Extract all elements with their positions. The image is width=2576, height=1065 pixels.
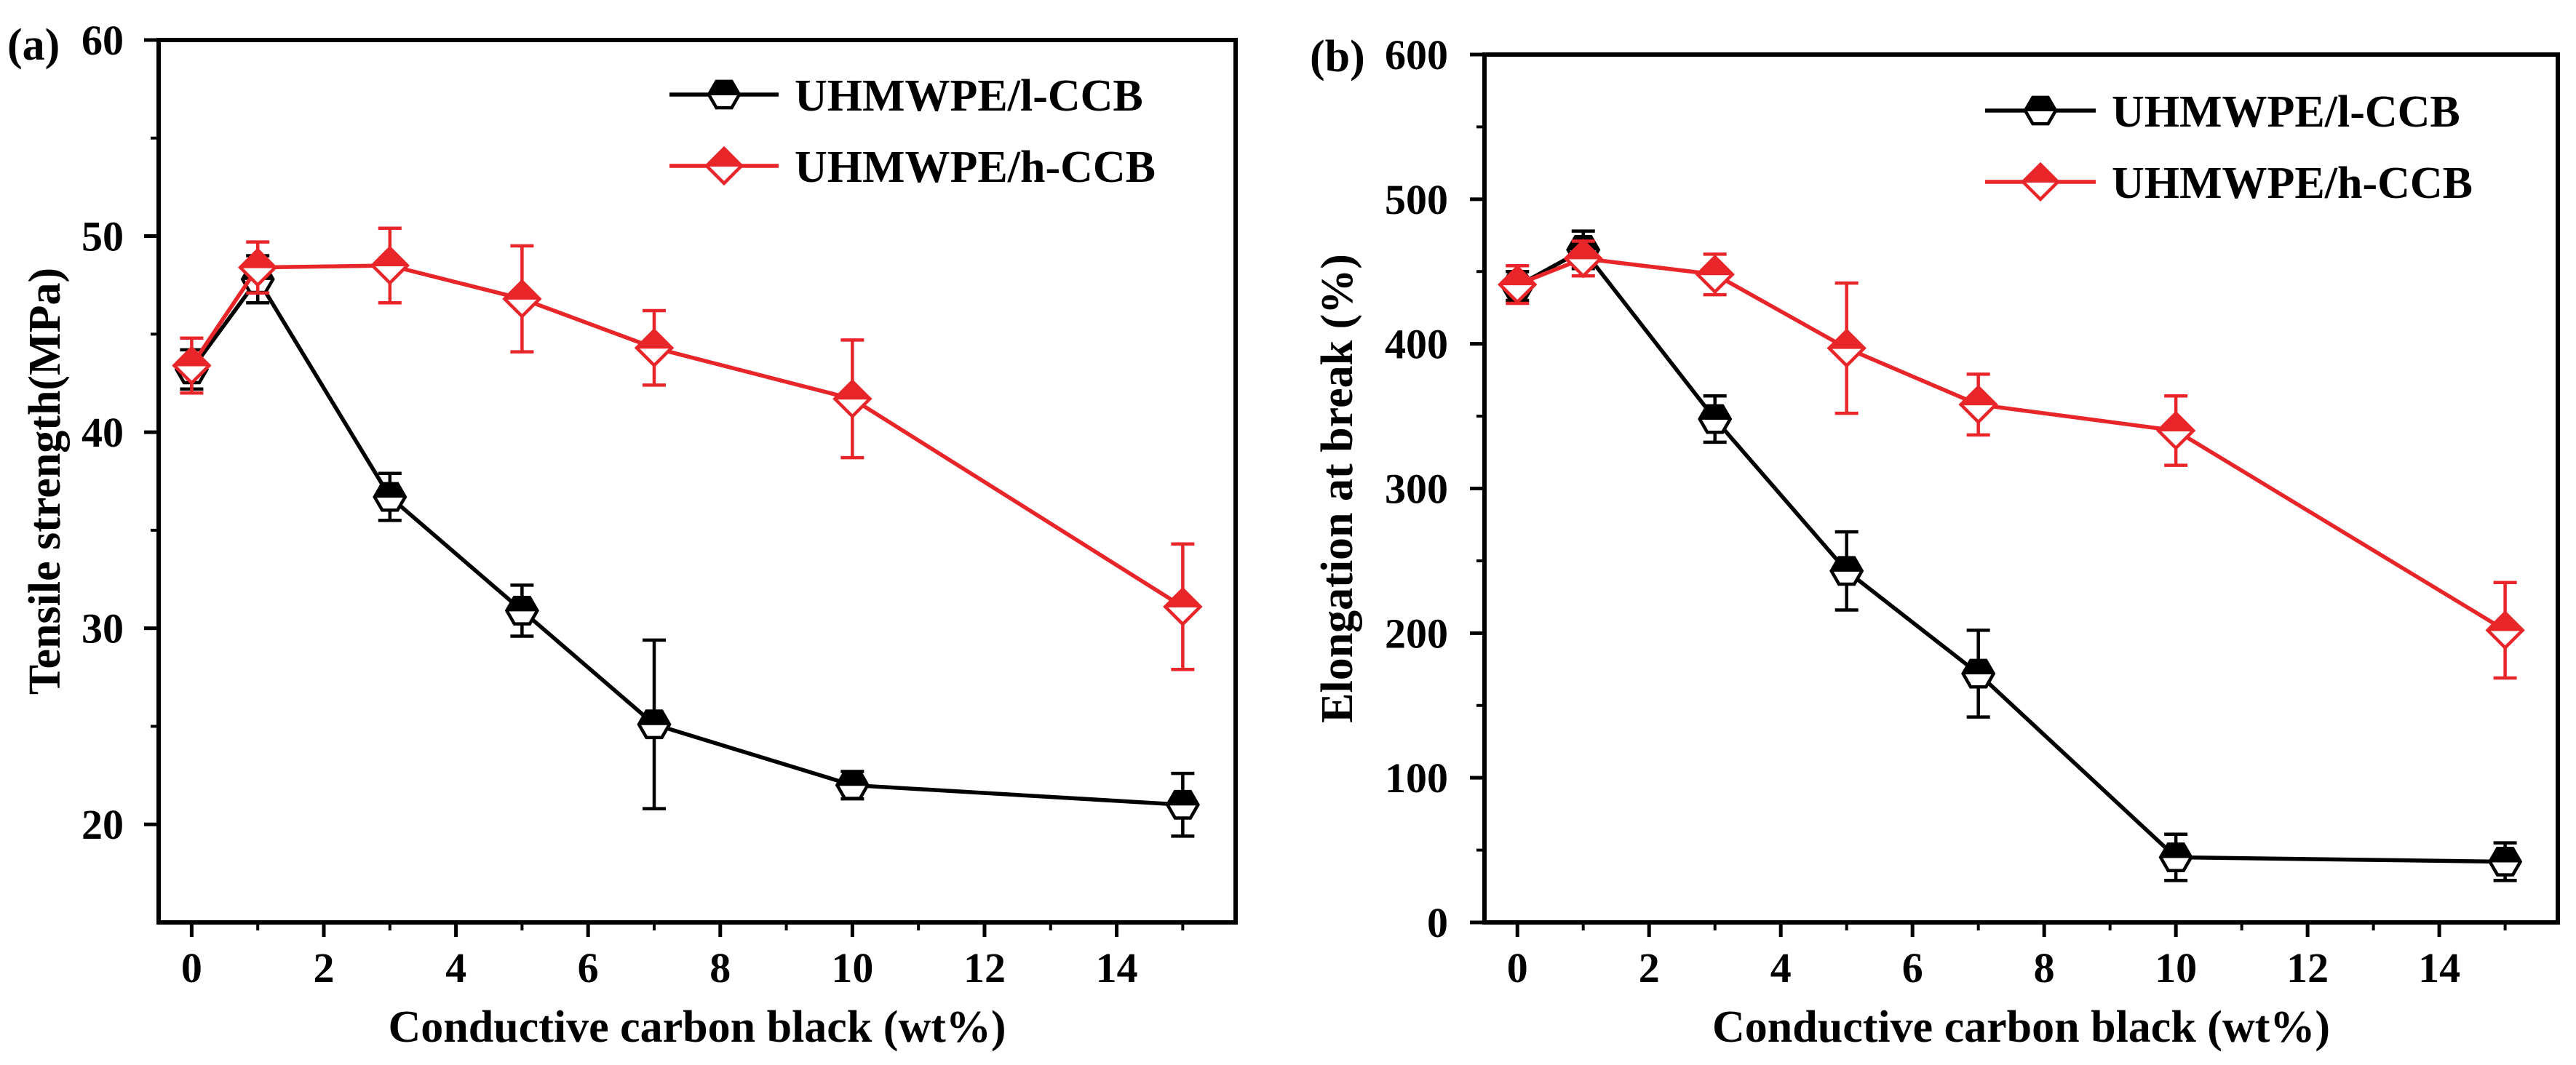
chart-panel-b: 0 2 4 6 8 10 12 14 0 100 200 300 400 500 600 Conductive… (1310, 31, 2560, 1052)
panel-label: (b) (1310, 32, 1365, 81)
x-tick-label: 0 (1507, 944, 1528, 992)
data-point (2485, 610, 2525, 650)
chart-panel-a: 0 2 4 6 8 10 12 14 20 30 40 50 60 Conductive carbon b… (7, 17, 1238, 1052)
panel-label: (a) (7, 20, 60, 70)
series-line (1516, 247, 2505, 864)
x-tick-label: 14 (1096, 944, 1138, 992)
series-h-ccb (1498, 239, 2525, 680)
data-point (238, 247, 278, 287)
series-h-ccb (172, 226, 1203, 671)
data-point (1829, 556, 1864, 586)
legend-label: UHMWPE/l-CCB (795, 71, 1143, 121)
x-tick-label: 12 (963, 944, 1006, 992)
y-tick-label: 100 (1385, 754, 1448, 802)
data-point (1165, 789, 1200, 820)
x-tick-label: 2 (1639, 944, 1660, 992)
legend-item: UHMWPE/l-CCB (669, 71, 1143, 121)
data-point (835, 770, 870, 800)
data-point (1563, 239, 1603, 279)
y-axis-title: Tensile strength(MPa) (20, 268, 70, 695)
x-tick-label: 12 (2286, 944, 2329, 992)
x-axis-title: Conductive carbon black (wt%) (388, 1002, 1006, 1052)
y-tick-label: 600 (1385, 31, 1448, 79)
x-axis-title: Conductive carbon black (wt%) (1712, 1002, 2330, 1052)
data-point (1498, 264, 1538, 305)
x-tick-label: 4 (445, 944, 466, 992)
x-tick-label: 4 (1770, 944, 1792, 992)
y-tick-label: 30 (82, 605, 124, 653)
y-tick-label: 50 (82, 213, 124, 260)
data-point (1826, 328, 1867, 368)
legend-item: UHMWPE/h-CCB (669, 143, 1156, 192)
legend-marker (707, 79, 742, 110)
data-point (370, 245, 410, 286)
data-point (1163, 586, 1203, 627)
series-line (190, 263, 1184, 609)
data-point (504, 595, 539, 626)
y-axis-title: Elongation at break (%) (1313, 254, 1362, 723)
series-line (1516, 256, 2507, 632)
data-point (832, 379, 872, 419)
data-point (1958, 384, 1998, 425)
legend-marker (2020, 161, 2061, 202)
y-tick-label: 300 (1385, 466, 1448, 513)
x-tick-label: 2 (313, 944, 334, 992)
data-point (1698, 404, 1733, 434)
legend-label: UHMWPE/h-CCB (795, 143, 1156, 192)
x-tick-label: 14 (2418, 944, 2460, 992)
x-tick-label: 8 (2034, 944, 2055, 992)
data-point (172, 346, 212, 386)
y-tick-label: 400 (1385, 321, 1448, 368)
y-tick-label: 60 (82, 17, 124, 64)
y-tick-label: 40 (82, 409, 124, 456)
y-tick-label: 20 (82, 801, 124, 848)
legend-label: UHMWPE/h-CCB (2112, 159, 2473, 208)
y-tick-label: 0 (1427, 899, 1448, 946)
legend-marker (2023, 95, 2058, 126)
series-l-ccb (1500, 229, 2523, 882)
legend-label: UHMWPE/l-CCB (2112, 87, 2460, 137)
x-tick-label: 6 (1902, 944, 1923, 992)
legend-item: UHMWPE/h-CCB (1985, 159, 2473, 208)
data-point (2155, 410, 2196, 451)
data-point (2158, 842, 2193, 872)
x-tick-label: 0 (181, 944, 202, 992)
legend: UHMWPE/l-CCB UHMWPE/h-CCB (1985, 87, 2473, 208)
data-point (1695, 255, 1735, 295)
y-tick-label: 200 (1385, 610, 1448, 657)
x-tick-label: 6 (578, 944, 599, 992)
legend-marker (704, 145, 744, 186)
x-tick-label: 10 (2155, 944, 2197, 992)
plot-frame (156, 38, 1238, 925)
data-point (1961, 658, 1996, 689)
legend: UHMWPE/l-CCB UHMWPE/h-CCB (669, 71, 1156, 192)
legend-item: UHMWPE/l-CCB (1985, 87, 2460, 137)
data-point (637, 709, 672, 740)
series-l-ccb (174, 254, 1200, 838)
data-point (2488, 847, 2523, 877)
data-point (634, 328, 675, 368)
x-tick-label: 8 (709, 944, 731, 992)
data-point (373, 482, 408, 512)
y-tick-label: 500 (1385, 176, 1448, 223)
data-point (502, 279, 542, 319)
x-tick-label: 10 (831, 944, 873, 992)
